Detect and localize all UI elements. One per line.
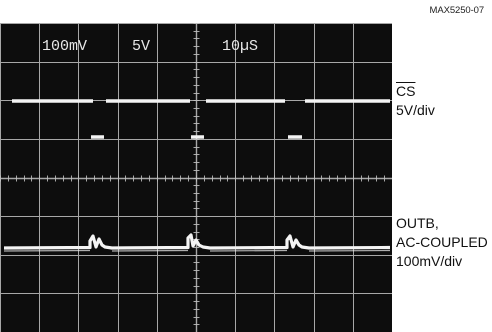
figure-id-label: MAX5250-07 <box>429 5 485 16</box>
outb-trace-label: OUTB, AC-COUPLED 100mV/div <box>396 214 488 271</box>
outb-trace-coupling: AC-COUPLED <box>396 234 488 250</box>
outb-trace <box>3 233 391 252</box>
outb-baseline <box>3 233 391 250</box>
cs-trace-name: CS <box>396 83 416 99</box>
cs-trace-label: CS 5V/div <box>396 82 435 120</box>
graticule-ticks <box>0 23 385 325</box>
outb-trace-name: OUTB, <box>396 215 439 231</box>
outb-noise-band <box>3 249 391 252</box>
oscilloscope-screen: 100mV 5V 10µS <box>0 23 392 332</box>
cs-trace-scale: 5V/div <box>396 102 435 118</box>
ch1-scale-readout: 100mV <box>42 38 87 55</box>
cs-trace <box>12 99 390 139</box>
outb-trace-scale: 100mV/div <box>396 253 463 269</box>
timebase-readout: 10µS <box>222 38 258 55</box>
ch2-scale-readout: 5V <box>132 38 150 55</box>
